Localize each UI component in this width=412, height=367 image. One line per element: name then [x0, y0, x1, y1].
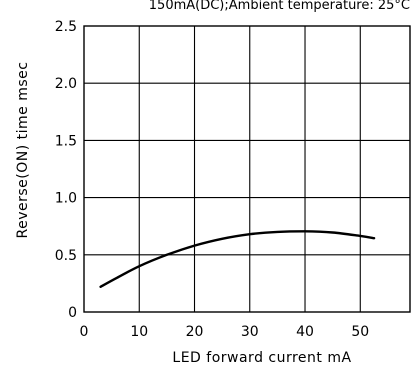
series-group	[99, 230, 376, 288]
grid	[83, 25, 411, 313]
x-tick-label: 30	[241, 324, 259, 340]
x-tick-label: 20	[186, 324, 204, 340]
plot-frame	[83, 25, 411, 313]
x-tick-label: 0	[80, 324, 89, 340]
y-tick-label: 0	[68, 305, 77, 321]
x-axis-label: LED forward current mA	[172, 350, 351, 366]
series-line-0	[99, 230, 376, 288]
x-tick-labels: 0 10 20 30 40 50	[80, 324, 370, 340]
y-tick-label: 1.0	[55, 191, 77, 207]
x-tick-label: 50	[351, 324, 369, 340]
y-tick-label: 1.5	[55, 133, 77, 149]
x-tick-label: 10	[130, 324, 148, 340]
x-tick-label: 40	[296, 324, 314, 340]
y-tick-label: 2.0	[55, 76, 77, 92]
y-tick-label: 2.5	[55, 19, 77, 35]
y-axis-label: Reverse(ON) time msec	[15, 62, 31, 239]
y-tick-labels: 0 0.5 1.0 1.5 2.0 2.5	[55, 19, 77, 321]
chart-title: 150mA(DC);Ambient temperature: 25°C	[149, 0, 410, 13]
y-tick-label: 0.5	[55, 248, 77, 264]
